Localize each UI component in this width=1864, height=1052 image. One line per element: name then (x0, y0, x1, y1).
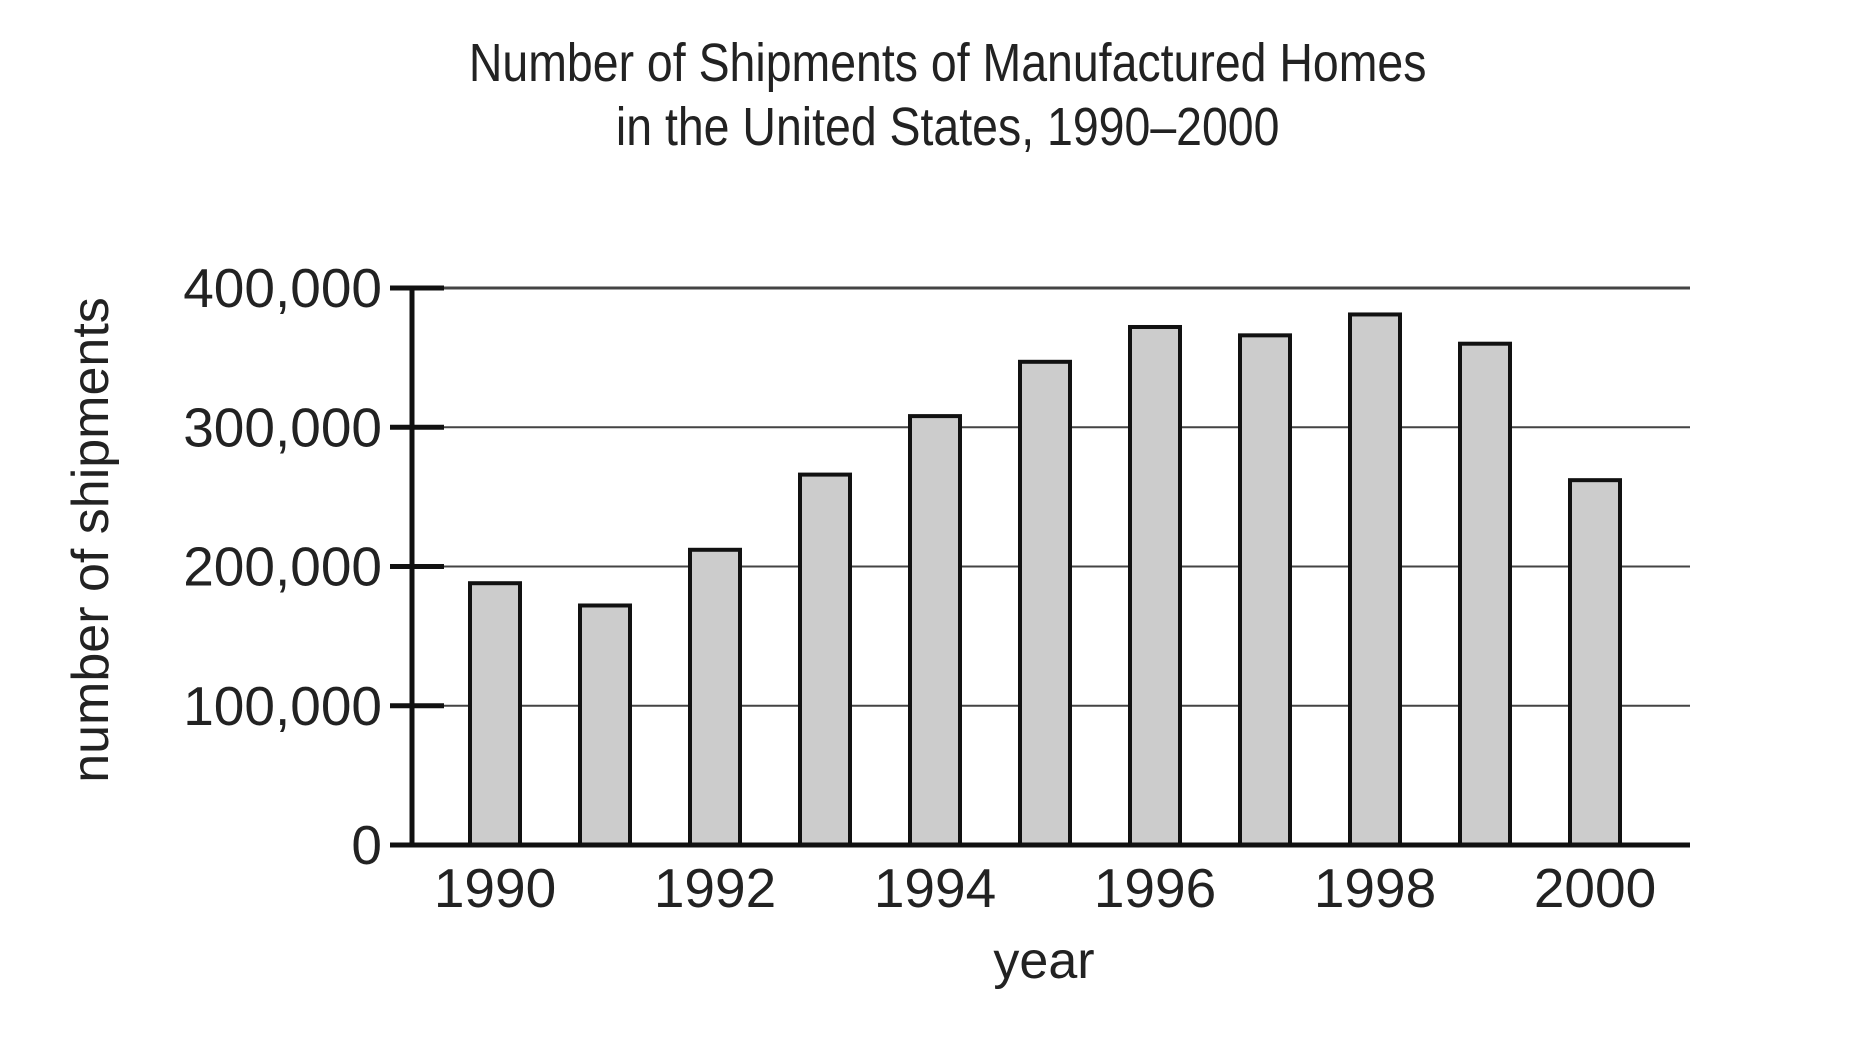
bar-2000 (1568, 478, 1622, 847)
bar-1992 (688, 547, 742, 847)
y-tick-label: 0 (351, 814, 382, 876)
chart-title: Number of Shipments of Manufactured Home… (468, 33, 1427, 93)
x-tick-label: 1992 (654, 857, 776, 919)
bar-1996 (1128, 324, 1182, 847)
bar-1993 (798, 472, 852, 847)
x-tick-label: 1994 (874, 857, 996, 919)
x-tick-label: 1998 (1314, 857, 1436, 919)
bar-1995 (1018, 359, 1072, 847)
y-tick-label: 200,000 (183, 536, 382, 598)
x-axis-label: year (993, 932, 1094, 990)
axes (390, 285, 1690, 848)
x-tick-label: 2000 (1534, 857, 1656, 919)
tick-labels: 0 100,000 200,000 300,000 400,000 1990 1992 199… (183, 257, 1656, 919)
bar-1994 (908, 414, 962, 847)
bar-1991 (578, 603, 632, 847)
bar-1999 (1458, 341, 1512, 847)
x-tick-label: 1990 (434, 857, 556, 919)
bar-1990 (468, 581, 522, 848)
bar-1998 (1348, 312, 1402, 847)
y-axis-label: number of shipments (62, 297, 120, 783)
y-tick-label: 400,000 (183, 257, 382, 319)
x-tick-label: 1996 (1094, 857, 1216, 919)
bars (468, 312, 1622, 848)
y-tick-label: 100,000 (183, 675, 382, 737)
y-tick-label: 300,000 (183, 396, 382, 458)
chart-subtitle: in the United States, 1990–2000 (615, 97, 1280, 157)
bar-1997 (1238, 333, 1292, 847)
